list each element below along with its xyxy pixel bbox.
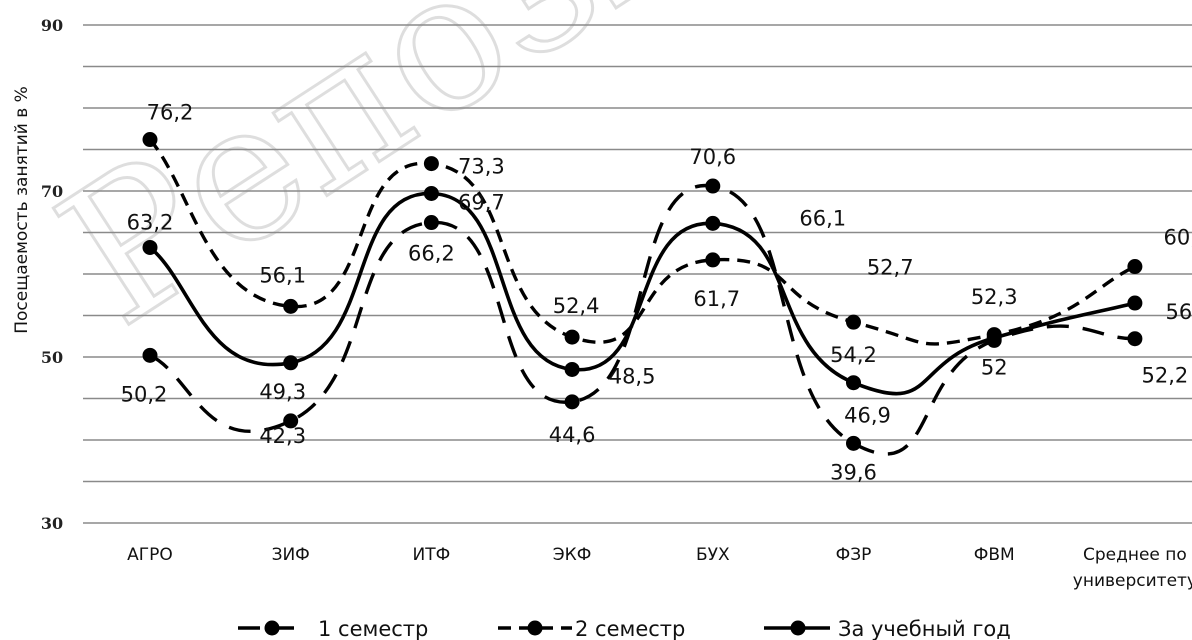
- y-tick-label: 70: [41, 182, 63, 201]
- legend-marker: [790, 620, 806, 636]
- legend-item-1: 1 семестр: [238, 617, 428, 640]
- data-point-series-1: [705, 178, 721, 194]
- data-label-series-2: 60,9: [1164, 226, 1192, 250]
- x-tick-label-line: ИТФ: [413, 545, 451, 565]
- x-tick-label-line: ЭКФ: [553, 545, 592, 565]
- legend-item-2: 2 семестр: [498, 617, 685, 640]
- data-point-series-2: [1127, 259, 1143, 275]
- legend: 1 семестр 2 семестр За учебный год: [238, 617, 1011, 640]
- x-tick-label: Среднее по университету: [1073, 545, 1192, 591]
- data-label-series-1: 52,2: [1142, 364, 1189, 388]
- data-point-series-2: [846, 314, 861, 330]
- y-axis-title: Посещаемость занятий в %: [12, 86, 32, 334]
- data-label-series-2: 52,7: [867, 256, 914, 280]
- data-point-series-1: [564, 394, 580, 410]
- x-tick-label: БУХ: [696, 545, 730, 565]
- data-label-series-3: 56,5: [1166, 300, 1192, 324]
- data-point-series-3: [846, 375, 861, 391]
- x-tick-label: ФЗР: [836, 545, 872, 565]
- data-label-series-1: 66,2: [408, 242, 455, 266]
- data-point-series-2: [283, 298, 299, 314]
- x-tick-label: ФВМ: [974, 545, 1015, 565]
- data-label-series-1: 50,2: [121, 382, 168, 406]
- data-point-series-1: [283, 413, 299, 429]
- y-tick-label: 50: [41, 348, 63, 367]
- legend-marker: [264, 620, 280, 636]
- data-labels: 50,2 42,3 66,2 44,6 70,6 39,6 52 52,2 76,2 56,1 73…: [121, 101, 1192, 485]
- x-tick-label-line: АГРО: [127, 545, 173, 565]
- data-label-series-2: 52,4: [553, 294, 600, 318]
- data-label-series-3: 48,5: [609, 364, 656, 388]
- x-tick-label-line: университету: [1073, 571, 1192, 591]
- legend-label: 2 семестр: [575, 617, 685, 640]
- legend-label: 1 семестр: [318, 617, 428, 640]
- x-tick-label-line: БУХ: [696, 545, 730, 565]
- data-label-series-3: 63,2: [127, 210, 174, 234]
- legend-label: За учебный год: [838, 617, 1011, 640]
- data-point-series-3: [1127, 295, 1143, 311]
- data-point-series-3: [142, 239, 158, 255]
- data-label-series-2: 76,2: [147, 101, 194, 125]
- data-label-series-3: 66,1: [799, 206, 846, 230]
- x-tick-label-line: ЗИФ: [272, 545, 310, 565]
- data-point-series-3: [986, 330, 1002, 346]
- data-point-series-1: [1127, 331, 1143, 347]
- y-tick-label: 90: [41, 16, 63, 35]
- watermark-layer: Репозиторий: [23, 0, 1192, 369]
- legend-item-3: За учебный год: [764, 617, 1011, 640]
- x-tick-label: АГРО: [127, 545, 173, 565]
- data-label-series-2: 61,7: [693, 287, 740, 311]
- data-label-series-2: 56,1: [259, 263, 306, 287]
- legend-marker: [527, 620, 543, 636]
- data-label-series-3: 46,9: [844, 404, 891, 428]
- data-point-series-3: [564, 361, 580, 377]
- data-label-series-1: 39,6: [830, 460, 877, 484]
- data-point-series-1: [846, 435, 861, 451]
- data-label-series-1: 42,3: [259, 424, 306, 448]
- data-point-series-3: [705, 215, 721, 231]
- axis-labels: Посещаемость занятий в % 30 50 70 90 АГРО ЗИФ…: [12, 16, 1192, 591]
- data-point-series-2: [423, 156, 439, 172]
- x-tick-label-line: ФЗР: [836, 545, 872, 565]
- data-point-series-1: [142, 347, 158, 363]
- series-line-2: [148, 138, 1136, 346]
- data-label-series-1: 52: [981, 355, 1008, 379]
- data-point-series-1: [423, 215, 439, 231]
- series-line-3: [148, 191, 1136, 396]
- data-point-series-2: [142, 132, 158, 148]
- x-tick-label: ИТФ: [413, 545, 451, 565]
- series-line-1: [149, 184, 1135, 456]
- x-tick-label: ЗИФ: [272, 545, 310, 565]
- data-point-series-3: [283, 355, 299, 371]
- x-tick-label: ЭКФ: [553, 545, 592, 565]
- x-tick-label-line: ФВМ: [974, 545, 1015, 565]
- y-tick-label: 30: [41, 514, 63, 533]
- data-point-series-3: [423, 185, 439, 201]
- data-point-series-2: [705, 252, 721, 268]
- watermark-text: Репозиторий: [24, 0, 1192, 368]
- data-label-series-1: 44,6: [549, 423, 596, 447]
- data-label-series-3: 52,3: [971, 285, 1018, 309]
- data-label-series-3: 69,7: [458, 190, 505, 214]
- data-label-series-2: 54,2: [830, 343, 877, 367]
- data-label-series-1: 70,6: [689, 145, 736, 169]
- x-tick-label-line: Среднее по: [1083, 545, 1187, 565]
- data-point-series-2: [564, 329, 580, 345]
- data-label-series-3: 49,3: [259, 380, 306, 404]
- data-label-series-2: 73,3: [458, 155, 505, 179]
- series-layer: [142, 132, 1143, 456]
